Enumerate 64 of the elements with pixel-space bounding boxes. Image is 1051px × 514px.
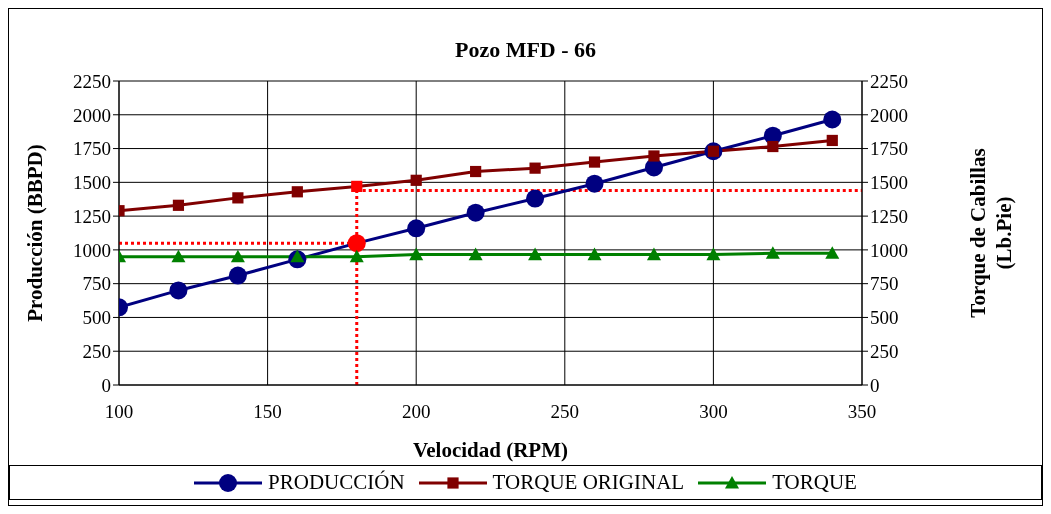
y2-axis-title: Torque de Cabillas (Lb.Pie) xyxy=(966,148,1016,318)
point xyxy=(585,174,604,193)
point xyxy=(230,249,245,263)
y-tick-label: 2000 xyxy=(73,104,111,126)
x-tick-label: 200 xyxy=(401,401,431,423)
point xyxy=(172,199,185,211)
point xyxy=(291,186,303,198)
y2-tick-label: 1250 xyxy=(870,205,908,227)
y2-tick-label: 250 xyxy=(870,340,899,362)
point xyxy=(823,110,842,129)
point xyxy=(528,247,543,261)
point xyxy=(466,203,485,222)
legend-label: TORQUE ORIGINAL xyxy=(491,470,685,495)
y-tick-label: 1250 xyxy=(73,205,111,227)
y2-tick-label: 1500 xyxy=(870,172,908,194)
x-axis-title: Velocidad (RPM) xyxy=(413,438,568,462)
point xyxy=(169,281,188,300)
point xyxy=(407,219,426,238)
point xyxy=(171,249,186,263)
y-tick-label: 1750 xyxy=(73,138,111,160)
point xyxy=(468,247,483,261)
point xyxy=(349,249,364,263)
point xyxy=(646,247,661,261)
y-tick-label: 1000 xyxy=(73,239,111,261)
y-tick-label: 1500 xyxy=(73,172,111,194)
y2-tick-label: 1000 xyxy=(870,239,908,261)
point xyxy=(648,150,660,162)
point xyxy=(232,192,244,204)
legend-label: TORQUE xyxy=(771,470,857,495)
y-tick-label: 2250 xyxy=(73,70,111,92)
point xyxy=(228,266,247,285)
y-tick-label: 0 xyxy=(101,374,111,396)
y2-tick-label: 0 xyxy=(870,374,880,396)
x-tick-label: 300 xyxy=(699,401,728,423)
y2-tick-label: 1750 xyxy=(870,138,908,160)
y2-tick-label: 2250 xyxy=(870,70,908,92)
legend-label: PRODUCCIÓN xyxy=(267,470,405,495)
y-axis-title: Producción (BBPD) xyxy=(23,144,48,322)
y-tick-label: 750 xyxy=(82,273,111,295)
x-tick-label: 150 xyxy=(253,401,282,423)
point xyxy=(526,189,545,208)
point xyxy=(529,162,541,174)
point xyxy=(409,247,424,261)
x-tick-label: 100 xyxy=(104,401,134,423)
point xyxy=(767,140,779,153)
y2-tick-label: 2000 xyxy=(870,104,908,126)
y-tick-label: 250 xyxy=(82,340,111,362)
point xyxy=(588,156,601,168)
point xyxy=(470,165,482,178)
y2-tick-label: 500 xyxy=(870,307,899,329)
point xyxy=(826,134,838,147)
point xyxy=(351,180,363,192)
x-tick-label: 350 xyxy=(847,401,877,423)
point xyxy=(347,234,366,253)
point xyxy=(290,249,305,263)
y-tick-label: 500 xyxy=(82,307,111,329)
point xyxy=(587,247,602,261)
point xyxy=(706,247,721,261)
point xyxy=(410,174,422,186)
chart-title: Pozo MFD - 66 xyxy=(453,36,598,64)
x-tick-label: 250 xyxy=(550,401,580,423)
point xyxy=(765,246,780,259)
point xyxy=(825,246,840,259)
y2-tick-label: 750 xyxy=(870,273,899,295)
